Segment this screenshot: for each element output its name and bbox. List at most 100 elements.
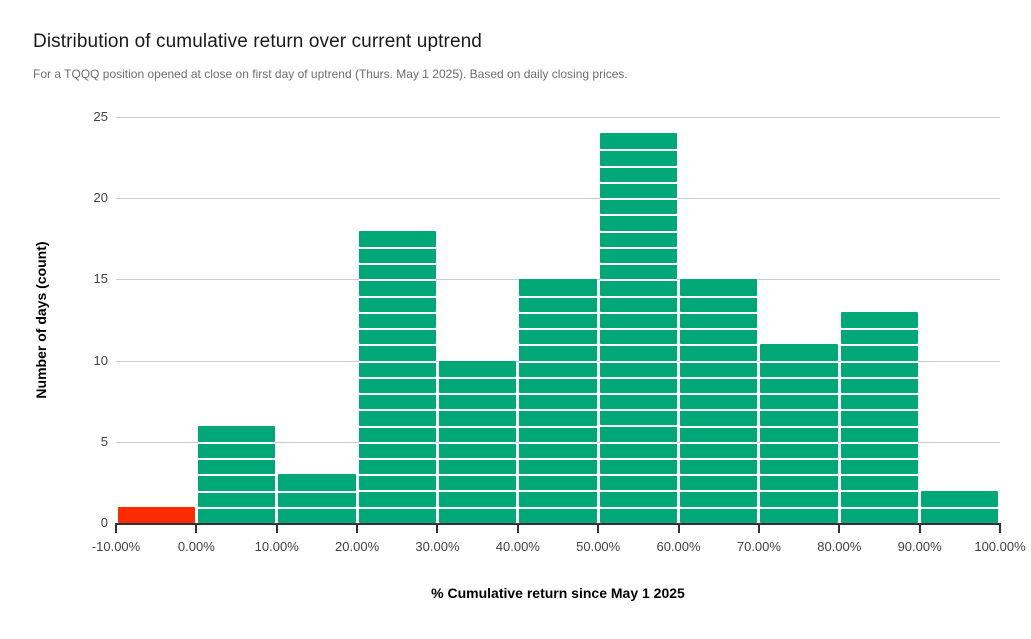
bar-segment [358, 328, 436, 345]
bar-segment [197, 474, 276, 491]
plot-area: -10.00% 0.00% 10.00% 20.00% 30.00% 40.00% 50.0… [92, 117, 1026, 554]
bar-segment [680, 474, 758, 491]
histogram-bar [278, 474, 356, 523]
bar-segment [599, 181, 678, 199]
bar-segment [760, 409, 838, 426]
gridline [116, 117, 1000, 118]
bar-segment [358, 393, 436, 410]
bar-segment [358, 344, 436, 361]
y-tick-label: 25 [93, 109, 108, 124]
x-tick [999, 525, 1001, 533]
x-tick [436, 525, 439, 533]
x-tick [838, 525, 841, 533]
bar-segment [599, 165, 678, 182]
bar-segment [358, 490, 436, 507]
bar-segment [840, 328, 919, 345]
x-tick-label: 10.00% [254, 539, 299, 554]
bar-segment [438, 360, 517, 377]
chart-subtitle: For a TQQQ position opened at close on f… [33, 67, 628, 81]
bar-segment [358, 311, 436, 329]
bar-segment [599, 360, 678, 377]
bar-segment [599, 344, 678, 361]
bar-segment [680, 506, 758, 523]
bar-segment [358, 474, 436, 491]
bar-segment [680, 328, 758, 345]
bar-segment [760, 474, 838, 491]
histogram-bar [921, 490, 999, 523]
bar-segment [438, 409, 517, 426]
bar-segment [197, 506, 276, 523]
bar-segment [840, 441, 919, 458]
bar-segment [840, 360, 919, 377]
x-tick [195, 525, 198, 533]
bar-segment [760, 360, 838, 377]
bar-segment [519, 441, 597, 458]
bar-segment [599, 490, 678, 507]
gridline [116, 198, 1000, 200]
bar-segment [358, 230, 436, 247]
x-tick-label: 90.00% [897, 539, 942, 554]
histogram-bar [760, 344, 838, 523]
bar-segment [117, 506, 195, 523]
bar-segment [599, 425, 678, 442]
bar-segment [197, 441, 276, 459]
x-tick-label: 60.00% [656, 539, 701, 554]
bar-segment [438, 441, 517, 459]
bar-segment [840, 506, 919, 523]
x-tick [597, 525, 600, 533]
bar-segment [438, 425, 517, 442]
bar-segment [438, 474, 517, 491]
bar-segment [680, 360, 758, 377]
bar-segment [840, 425, 919, 442]
x-axis-title: % Cumulative return since May 1 2025 [431, 585, 685, 601]
bar-segment [599, 263, 678, 280]
x-tick [677, 525, 680, 533]
y-tick-label: 0 [100, 515, 108, 530]
bar-segment [358, 279, 436, 296]
bar-segment [680, 295, 758, 312]
bar-segment [358, 425, 436, 442]
bar-segment [760, 425, 838, 442]
x-axis-line [115, 523, 1001, 525]
bar-segment [599, 214, 678, 231]
bar-segment [840, 474, 919, 491]
bar-segment [680, 344, 758, 361]
histogram-bar [117, 506, 195, 523]
bar-segment [599, 474, 678, 491]
bar-segment [680, 425, 758, 442]
bar-segment [438, 376, 517, 394]
bar-segment [680, 409, 758, 426]
x-tick-label: 50.00% [576, 539, 621, 554]
bar-segment [599, 279, 678, 296]
bar-segment [760, 490, 838, 507]
y-tick-label: 10 [93, 352, 108, 368]
bar-segment [599, 311, 678, 329]
bar-segment [519, 425, 597, 442]
bar-segment [680, 490, 758, 507]
bar-segment [921, 506, 999, 523]
bar-segment [358, 409, 436, 426]
y-tick-label: 20 [93, 190, 108, 206]
bar-segment [438, 393, 517, 410]
bar-segment [438, 490, 517, 507]
x-tick-label: -10.00% [91, 539, 141, 554]
x-tick [516, 525, 519, 533]
histogram-bar [680, 279, 758, 523]
bar-segment [760, 376, 838, 394]
y-tick-label: 5 [100, 433, 108, 449]
x-tick-label: 30.00% [415, 539, 460, 554]
bar-segment [760, 344, 838, 361]
bar-segment [760, 458, 838, 475]
bar-segment [599, 149, 678, 166]
bar-segment [680, 457, 758, 475]
bar-segment [680, 393, 758, 410]
bar-segment [519, 457, 597, 475]
bar-segment [680, 279, 758, 296]
histogram-bar [840, 311, 919, 523]
histogram-bar [519, 279, 597, 523]
bar-segment [197, 458, 276, 475]
bar-segment [760, 441, 838, 459]
x-tick [275, 525, 278, 533]
bar-segment [197, 490, 276, 507]
bar-segment [760, 506, 838, 523]
